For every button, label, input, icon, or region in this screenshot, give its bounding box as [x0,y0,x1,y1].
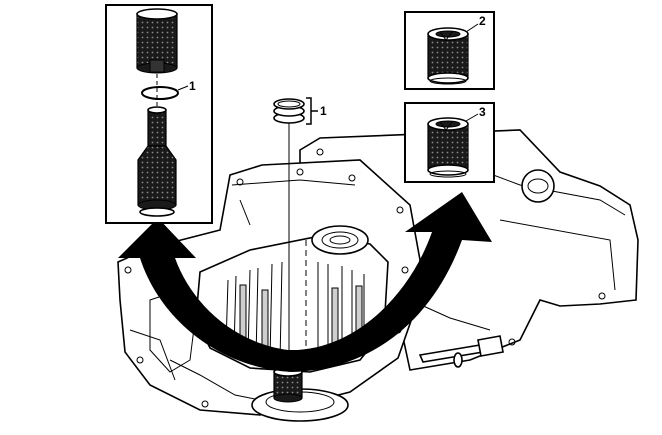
callout-lower-right-item: 3 [479,105,486,119]
callout-left-inset-item: 1 [189,79,196,93]
shaft-pin [418,335,504,368]
inset-lower-right-filter: 3 [404,102,495,183]
seal-rings [273,98,305,124]
o-ring-icon [141,86,179,100]
callout-upper-right-item: 2 [479,14,486,28]
inset-left-filter-removal: 1 [105,4,213,224]
inset-upper-right-filter: 2 [404,11,495,90]
seal-bracket [306,97,318,125]
installed-filter [273,367,303,403]
callout-center-item: 1 [320,104,327,118]
curved-arrow-icon [118,192,492,372]
